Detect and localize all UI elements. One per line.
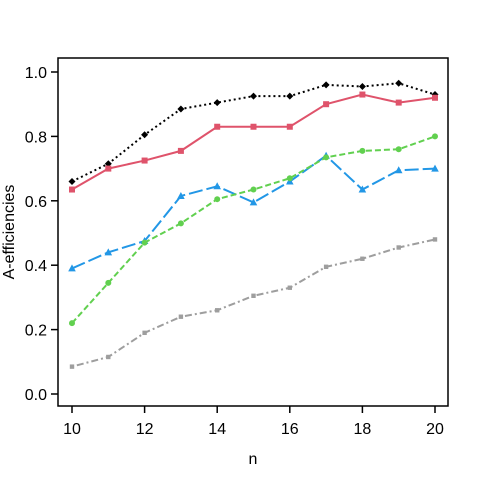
data-point <box>323 101 330 108</box>
series-line <box>71 238 436 368</box>
data-point <box>395 79 403 87</box>
data-point <box>323 264 329 270</box>
x-tick-label: 10 <box>63 421 81 438</box>
data-point <box>141 131 149 139</box>
data-point <box>177 220 184 227</box>
data-point <box>322 81 330 89</box>
data-point <box>104 160 112 168</box>
data-point <box>177 147 184 154</box>
x-axis: 10 12 14 16 18 20 <box>63 406 444 438</box>
series-line <box>71 93 436 191</box>
data-point <box>69 320 75 327</box>
data-point <box>105 165 112 172</box>
data-point <box>432 237 438 242</box>
data-point <box>213 99 221 107</box>
y-tick-label: 1.0 <box>25 65 47 82</box>
data-point <box>177 191 185 199</box>
data-point <box>394 166 403 174</box>
y-tick-label: 0.0 <box>25 387 47 404</box>
data-point <box>249 198 258 206</box>
data-point <box>141 157 148 164</box>
data-point <box>106 354 111 360</box>
data-point <box>213 182 221 190</box>
x-axis-label: n <box>249 451 258 468</box>
plot-frame <box>57 57 449 407</box>
data-point <box>69 364 75 369</box>
x-tick-label: 16 <box>281 421 299 438</box>
data-point <box>251 293 256 298</box>
data-point <box>323 154 330 161</box>
data-point <box>360 256 365 261</box>
data-point <box>214 196 221 203</box>
y-tick-label: 0.8 <box>25 129 47 146</box>
data-point <box>432 94 438 101</box>
data-point <box>105 279 112 286</box>
data-point <box>431 164 439 172</box>
y-tick-label: 0.2 <box>25 323 47 340</box>
data-point <box>142 330 147 336</box>
data-point <box>68 264 76 272</box>
data-point <box>358 185 367 193</box>
data-point <box>359 91 366 98</box>
series-3 <box>68 151 439 272</box>
y-axis: 0.0 0.2 0.4 0.6 0.8 1.0 <box>25 65 58 404</box>
data-point <box>287 285 292 290</box>
data-point <box>395 99 402 106</box>
series-5 <box>69 237 438 369</box>
data-point <box>69 186 75 193</box>
data-point <box>432 133 438 140</box>
y-tick-label: 0.6 <box>25 194 47 211</box>
data-point <box>395 146 402 153</box>
data-point <box>214 123 221 130</box>
x-tick-label: 14 <box>208 421 226 438</box>
data-point <box>286 123 293 130</box>
data-point <box>359 147 366 154</box>
data-point <box>358 82 366 90</box>
data-point <box>215 308 220 313</box>
series-4 <box>69 133 438 327</box>
data-point <box>68 177 76 185</box>
data-point <box>141 239 148 246</box>
x-tick-label: 12 <box>136 421 154 438</box>
data-point <box>396 245 401 250</box>
series-2 <box>69 91 438 193</box>
y-tick-label: 0.4 <box>25 258 47 275</box>
y-axis-label: A-efficiencies <box>1 185 18 280</box>
series-line <box>71 154 436 270</box>
data-point <box>178 314 184 319</box>
data-point <box>177 105 185 113</box>
series-1 <box>68 79 439 185</box>
x-tick-label: 20 <box>426 421 444 438</box>
x-tick-label: 18 <box>354 421 372 438</box>
data-point <box>250 186 257 193</box>
data-point <box>286 175 293 182</box>
data-point <box>286 92 294 100</box>
data-point <box>104 248 113 256</box>
series-layer <box>68 79 439 369</box>
data-point <box>250 92 257 100</box>
data-point <box>250 123 257 130</box>
